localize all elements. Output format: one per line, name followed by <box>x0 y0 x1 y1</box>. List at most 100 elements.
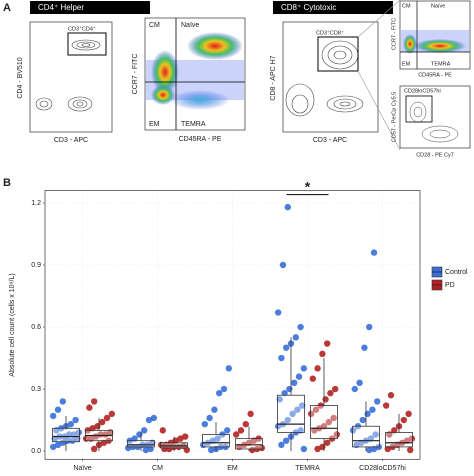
data-point <box>276 396 283 403</box>
data-point <box>250 437 258 444</box>
data-point <box>370 249 378 256</box>
data-point <box>211 406 218 413</box>
x-tick-label: CD28loCD57hi <box>359 465 406 472</box>
box <box>310 405 338 440</box>
data-point <box>325 418 333 426</box>
data-point <box>90 445 98 453</box>
data-point <box>247 410 254 418</box>
data-point <box>284 203 291 211</box>
data-point <box>408 435 416 442</box>
data-point <box>369 406 376 413</box>
data-point <box>142 446 150 454</box>
data-point <box>286 385 293 393</box>
data-point <box>67 420 75 428</box>
data-point <box>282 437 290 444</box>
data-point <box>356 379 363 387</box>
quadrant-label: TEMRA <box>181 121 206 128</box>
data-point <box>294 406 301 413</box>
connector <box>357 70 401 151</box>
y-axis-label: CCR7 - FITC <box>391 18 397 50</box>
data-point <box>330 414 337 422</box>
density <box>170 90 230 110</box>
y-tick-label: 0.3 <box>31 386 41 393</box>
legend-label: PD <box>445 282 455 289</box>
data-point <box>49 443 57 451</box>
box <box>352 425 380 448</box>
data-point <box>400 416 408 424</box>
data-point <box>124 444 132 452</box>
data-point <box>366 446 373 454</box>
data-point <box>54 441 62 449</box>
density <box>414 39 466 53</box>
panel-label: A <box>3 2 11 14</box>
data-point <box>258 444 266 452</box>
data-point <box>141 427 148 434</box>
data-point <box>351 385 358 393</box>
data-point <box>103 414 111 422</box>
flow-plot: CD28loCD57hi CD57 - PerCp Cy5.5 CD28 - P… <box>391 85 471 158</box>
plot-frame <box>29 21 113 133</box>
data-point <box>86 404 93 411</box>
data-point <box>54 406 62 413</box>
data-point <box>159 427 166 434</box>
data-point <box>49 412 57 420</box>
data-point <box>107 429 114 436</box>
data-point <box>382 402 390 409</box>
data-point <box>366 323 373 331</box>
header-bg <box>273 1 393 14</box>
density <box>187 32 243 60</box>
data-point <box>297 323 304 331</box>
data-point <box>75 429 83 436</box>
data-point <box>384 445 391 453</box>
y-tick-label: 0.0 <box>31 448 41 455</box>
data-point <box>314 445 321 453</box>
data-point <box>300 365 308 372</box>
quadrant-label: EM <box>402 61 411 67</box>
box <box>385 432 413 448</box>
quadrant-label: Naïve <box>431 3 445 9</box>
x-tick-label: CM <box>152 465 163 472</box>
data-point <box>319 350 326 358</box>
data-point <box>232 431 240 438</box>
x-axis-label: CD45RA - PE <box>418 72 452 78</box>
contours <box>35 39 101 112</box>
data-point <box>332 385 339 393</box>
legend-label: Control <box>445 269 468 276</box>
data-point <box>361 344 368 351</box>
y-axis-label: CD57 - PerCp Cy5.5 <box>391 92 397 142</box>
data-point <box>99 418 106 426</box>
data-point <box>220 385 228 393</box>
data-point <box>297 427 304 434</box>
y-axis-label: CCR7 - FITC <box>132 54 139 95</box>
data-point <box>216 389 223 397</box>
data-point <box>309 375 316 382</box>
data-point <box>324 439 331 446</box>
density <box>403 34 417 54</box>
x-tick-label: EM <box>227 465 238 472</box>
data-point <box>145 416 153 424</box>
data-point <box>370 445 378 453</box>
header: CD4⁺ Helper <box>38 3 84 12</box>
box <box>202 434 230 448</box>
data-point <box>359 416 366 424</box>
data-point <box>387 392 395 399</box>
density <box>151 50 179 94</box>
data-point <box>278 354 285 362</box>
x-axis-label: CD3 - APC <box>313 137 347 144</box>
connector <box>357 0 401 38</box>
data-point <box>182 433 189 440</box>
data-point <box>59 439 66 446</box>
data-point <box>201 420 208 428</box>
significance-label: * <box>305 178 311 194</box>
data-point <box>59 398 66 405</box>
y-tick-label: 1.2 <box>31 200 41 207</box>
data-point <box>87 435 95 442</box>
data-point <box>314 365 321 372</box>
data-point <box>214 435 221 442</box>
contours <box>285 40 364 117</box>
quadrant-label: CM <box>402 3 411 9</box>
quadrant-label: CM <box>149 22 160 29</box>
header: CD8⁺ Cytotoxic <box>281 3 336 12</box>
data-point <box>307 410 315 418</box>
data-point <box>206 414 213 422</box>
